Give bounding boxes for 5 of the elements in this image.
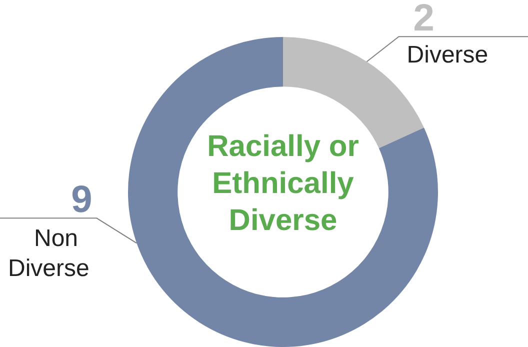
data-label: 2 xyxy=(413,0,434,40)
slice-label: Diverse xyxy=(406,42,488,69)
slice-label: Non Diverse xyxy=(8,225,90,282)
text: Racially or Ethnically Diverse xyxy=(206,129,360,239)
data-label: 9 xyxy=(71,179,92,222)
